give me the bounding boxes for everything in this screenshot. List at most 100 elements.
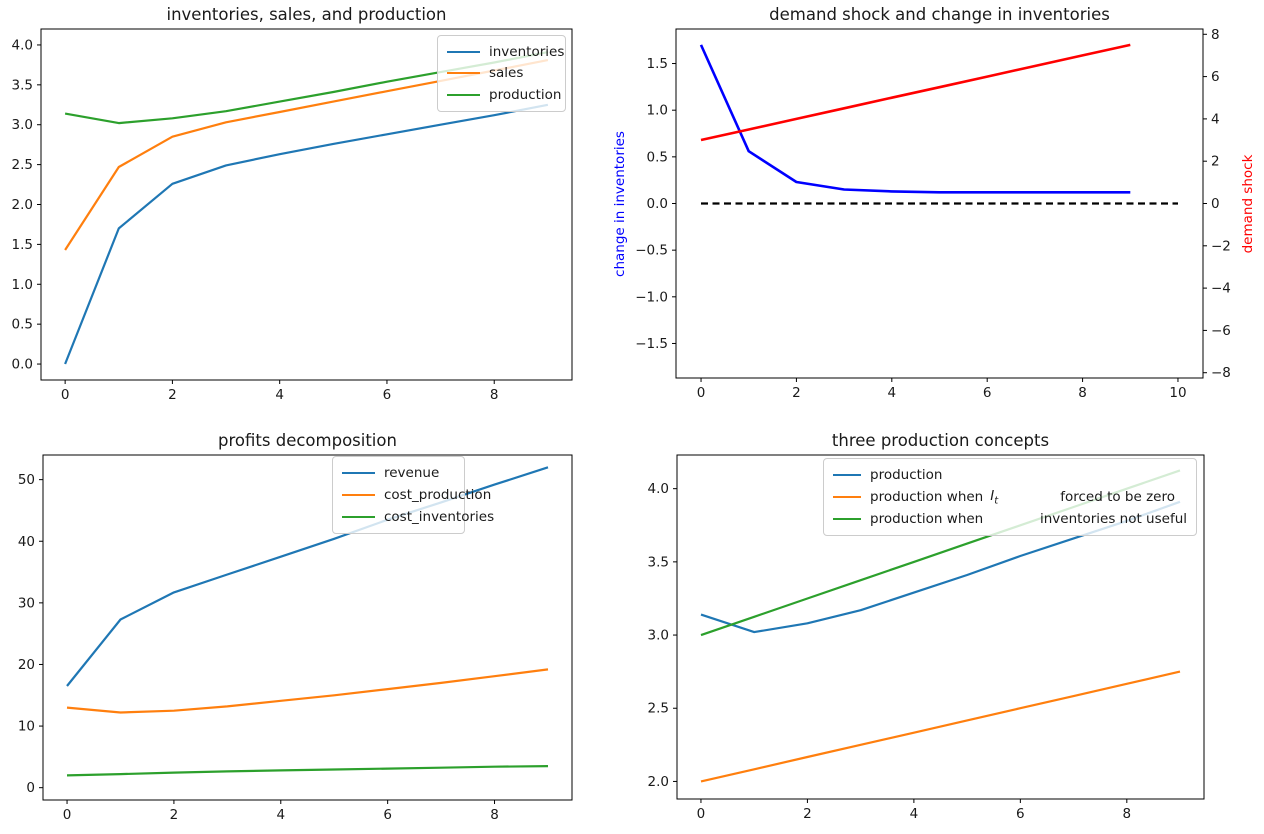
legend-line-swatch <box>447 72 480 75</box>
y-tick-label: 4.0 <box>12 37 33 53</box>
y-tick-label: 0.0 <box>647 196 668 212</box>
axis-ticks: 0 2 4 6 8 2.0 2.5 3.0 3.5 4.0 <box>648 481 1132 822</box>
y-tick-label: −0.5 <box>635 243 668 259</box>
y-tick-label: 1.0 <box>12 277 33 293</box>
x-tick-label: 4 <box>275 387 284 403</box>
x-tick-label: 0 <box>61 387 70 403</box>
legend-item: production when inventories not useful <box>833 508 1187 530</box>
chart-demand-shock-and-change-in-inventories: 0 2 4 6 8 10 1.5 1.0 0.5 0.0 −0.5 −1.0 −1.5 8 6 4 2 0 −2 −4… <box>635 27 1231 401</box>
y-tick-label: 2.0 <box>12 197 33 213</box>
y2-tick-label: 2 <box>1211 154 1220 170</box>
x-tick-label: 6 <box>983 385 992 401</box>
y-tick-label: 3.0 <box>12 117 33 133</box>
y2-tick-label: −2 <box>1211 238 1231 254</box>
y-tick-label: 2.5 <box>12 157 33 173</box>
x-tick-label: 8 <box>1078 385 1087 401</box>
y2-tick-label: 4 <box>1211 111 1220 127</box>
x-tick-label: 4 <box>276 807 285 823</box>
y-tick-label: 0 <box>26 780 35 796</box>
y2-tick-label: −6 <box>1211 323 1231 339</box>
legend-line-swatch <box>447 93 480 96</box>
legend-label: cost_production <box>384 487 492 503</box>
y-tick-label: 3.5 <box>648 554 669 570</box>
legend-item: production when It forced to be zero <box>833 486 1187 508</box>
legend-item: sales <box>447 63 556 85</box>
x-tick-label: 8 <box>1123 806 1132 822</box>
legend-line-swatch <box>342 494 375 496</box>
legend-item: revenue <box>342 462 455 484</box>
series-demand-shock <box>700 43 1131 142</box>
y2-tick-label: 0 <box>1211 196 1220 212</box>
legend-label: production <box>870 467 943 483</box>
legend-line-swatch <box>447 50 480 53</box>
series-cost-production <box>66 668 549 714</box>
legend-label-right: inventories not useful <box>1040 511 1187 527</box>
chart-inventories-sales-production: 0 2 4 6 8 0.0 0.5 1.0 1.5 2.0 2.5 3.0 3.5 4.0 <box>12 28 573 403</box>
ylabel-change-in-inventories: change in inventories <box>612 131 628 277</box>
legend-line-swatch <box>833 518 861 520</box>
y-tick-label: −1.0 <box>635 289 668 305</box>
y2-tick-label: 6 <box>1211 69 1220 85</box>
axes-frame <box>676 454 1205 800</box>
x-tick-label: 4 <box>888 385 897 401</box>
legend-math-var: It <box>990 487 999 507</box>
y-tick-label: 50 <box>18 472 35 488</box>
series-change-in-inventories <box>699 44 1131 194</box>
series-production-when-i-t-forced-to-be-zero <box>700 670 1181 783</box>
y2-tick-label: 8 <box>1211 27 1220 43</box>
y-tick-label: 2.5 <box>648 701 669 717</box>
y-tick-label: 4.0 <box>648 481 669 497</box>
legend-item: inventories <box>447 41 564 63</box>
legend-line-swatch <box>833 496 861 498</box>
x-tick-label: 8 <box>490 387 499 403</box>
y-tick-label: 0.5 <box>647 149 668 165</box>
chart-title-demand-shock: demand shock and change in inventories <box>769 5 1110 24</box>
y-tick-label: 0.0 <box>12 357 33 373</box>
y-tick-label: 2.0 <box>648 774 669 790</box>
y2-tick-label: −8 <box>1211 365 1231 381</box>
axes-frame <box>42 454 573 801</box>
legend-chart-three-production-concepts: production production when It forced to be … <box>823 458 1197 536</box>
axis-ticks: 0 2 4 6 8 10 1.5 1.0 0.5 0.0 −0.5 −1.0 −1.5 8 6 4 2 0 −2 −4… <box>635 27 1231 401</box>
x-tick-label: 0 <box>697 385 706 401</box>
legend-label: production when <box>870 511 984 527</box>
chart-title-inventories-sales-production: inventories, sales, and production <box>166 5 447 24</box>
x-tick-label: 0 <box>63 807 72 823</box>
x-tick-label: 6 <box>383 807 392 823</box>
x-tick-label: 0 <box>697 806 706 822</box>
x-tick-label: 2 <box>803 806 812 822</box>
chart-title-three-production-concepts: three production concepts <box>831 431 1050 450</box>
axis-ticks: 0 2 4 6 8 0.0 0.5 1.0 1.5 2.0 2.5 3.0 3.5 4.0 <box>12 37 499 403</box>
y-tick-label: 30 <box>18 595 35 611</box>
x-tick-label: 6 <box>383 387 392 403</box>
legend-chart-profits-decomposition: revenue cost_production cost_inventories <box>332 456 494 534</box>
chart-title-profits-decomposition: profits decomposition <box>218 431 397 450</box>
x-tick-label: 10 <box>1169 385 1186 401</box>
y-tick-label: 0.5 <box>12 317 33 333</box>
x-tick-label: 6 <box>1016 806 1025 822</box>
y-tick-label: 3.0 <box>648 628 669 644</box>
y-tick-label: 3.5 <box>12 77 33 93</box>
legend-label: production <box>489 86 562 103</box>
legend-label-right: forced to be zero <box>1060 489 1175 505</box>
axes-frame <box>675 28 1204 379</box>
y-tick-label: 1.5 <box>647 56 668 72</box>
ylabel-demand-shock: demand shock <box>1240 154 1256 254</box>
series-cost-inventories <box>66 765 549 777</box>
legend-line-swatch <box>342 516 375 518</box>
legend-line-swatch <box>342 472 375 474</box>
x-tick-label: 2 <box>792 385 801 401</box>
legend-item: production <box>833 464 1187 486</box>
y-tick-label: 10 <box>18 719 35 735</box>
legend-item: cost_production <box>342 484 491 506</box>
legend-line-swatch <box>833 474 861 476</box>
chart-profits-decomposition: 0 2 4 6 8 0 10 20 30 40 50 <box>18 454 573 823</box>
y-tick-label: 40 <box>18 534 35 550</box>
y-tick-label: 20 <box>18 657 35 673</box>
axis-ticks: 0 2 4 6 8 0 10 20 30 40 50 <box>18 472 499 823</box>
y2-tick-label: −4 <box>1211 281 1231 297</box>
series-revenue <box>66 466 549 687</box>
legend-item: production <box>447 84 562 106</box>
